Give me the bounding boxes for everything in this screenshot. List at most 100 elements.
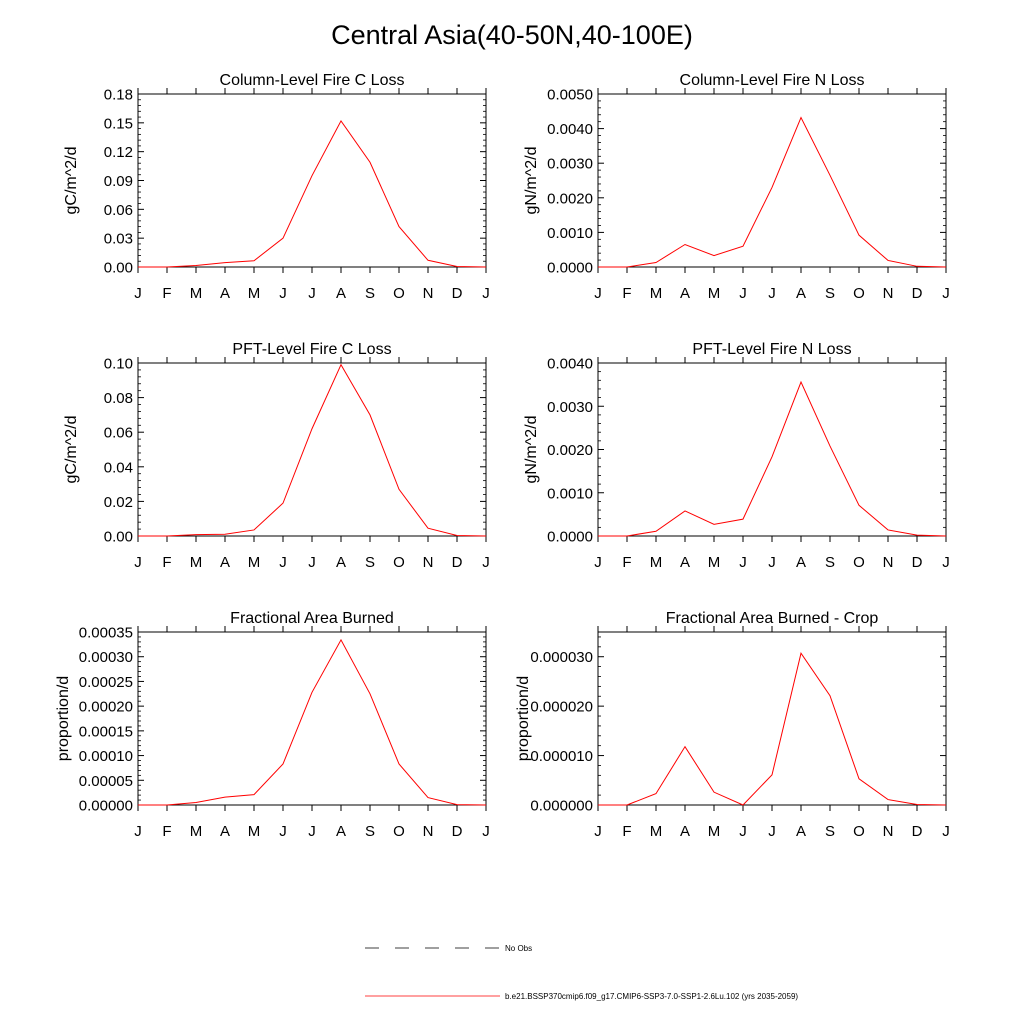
x-tick-label: D <box>912 554 923 571</box>
y-axis-label: gC/m^2/d <box>63 416 80 484</box>
y-tick-label: 0.00015 <box>79 723 133 740</box>
x-tick-label: A <box>220 285 230 302</box>
x-tick-label: J <box>768 554 776 571</box>
x-tick-label: J <box>942 285 950 302</box>
x-tick-label: A <box>336 823 346 840</box>
y-tick-label: 0.000030 <box>530 649 593 666</box>
y-tick-label: 0.18 <box>104 87 133 104</box>
x-tick-label: J <box>739 554 747 571</box>
chart-panel-1: Column-Level Fire C Loss gC/m^2/d 0.00 0.03… <box>52 68 504 320</box>
x-tick-label: N <box>423 823 434 840</box>
x-tick-label: J <box>308 554 316 571</box>
legend-label-no-obs: No Obs <box>505 944 532 953</box>
series-line <box>138 638 487 806</box>
x-tick-label: A <box>336 554 346 571</box>
x-tick-label: M <box>190 554 203 571</box>
x-tick-label: M <box>650 554 663 571</box>
chart-panel-3: PFT-Level Fire C Loss gC/m^2/d 0.00 0.02 0.0… <box>52 337 504 589</box>
x-tick-label: J <box>134 823 142 840</box>
x-tick-label: A <box>336 285 346 302</box>
plot-frame <box>137 362 487 537</box>
x-tick-label: J <box>482 285 490 302</box>
x-tick-label: J <box>739 285 747 302</box>
y-tick-label: 0.0030 <box>547 399 593 416</box>
x-tick-label: O <box>393 554 405 571</box>
y-tick-label: 0.02 <box>104 494 133 511</box>
page-title: Central Asia(40-50N,40-100E) <box>331 20 693 50</box>
x-tick-label: J <box>482 823 490 840</box>
y-tick-label: 0.00000 <box>79 798 133 815</box>
x-tick-label: M <box>248 554 261 571</box>
y-tick-label: 0.0000 <box>547 529 593 546</box>
x-tick-label: J <box>594 285 602 302</box>
x-tick-label: M <box>190 285 203 302</box>
chart-svg: Fractional Area Burned proportion/d 0.0000… <box>55 610 490 840</box>
y-axis-label: proportion/d <box>515 676 532 761</box>
chart-title: Column-Level Fire C Loss <box>220 72 405 89</box>
x-tick-label: S <box>825 554 835 571</box>
y-tick-label: 0.0050 <box>547 87 593 104</box>
x-tick-label: J <box>594 823 602 840</box>
y-tick-label: 0.03 <box>104 231 133 248</box>
x-tick-label: J <box>594 554 602 571</box>
y-tick-label: 0.12 <box>104 144 133 161</box>
x-tick-label: N <box>423 285 434 302</box>
legend-label-model: b.e21.BSSP370cmip6.f09_g17.CMIP6-SSP3-7.… <box>505 992 798 1001</box>
plot-frame <box>597 362 947 537</box>
chart-panel-5: Fractional Area Burned proportion/d 0.0000… <box>12 606 490 858</box>
x-tick-label: J <box>308 285 316 302</box>
x-tick-label: D <box>452 823 463 840</box>
x-tick-label: F <box>162 823 171 840</box>
chart-svg: Column-Level Fire C Loss gC/m^2/d 0.00 0.03… <box>63 72 490 302</box>
x-tick-label: M <box>190 823 203 840</box>
y-tick-label: 0.0010 <box>547 225 593 242</box>
y-tick-label: 0.000010 <box>530 748 593 765</box>
chart-panel-4: PFT-Level Fire N Loss gN/m^2/d 0.0000 0.001… <box>512 337 964 589</box>
x-tick-label: J <box>739 823 747 840</box>
x-tick-label: D <box>912 823 923 840</box>
x-tick-label: J <box>942 823 950 840</box>
x-tick-label: N <box>423 554 434 571</box>
plot-frame <box>137 93 487 268</box>
x-tick-label: M <box>708 554 721 571</box>
x-tick-label: S <box>825 823 835 840</box>
y-tick-label: 0.00035 <box>79 625 133 642</box>
y-tick-label: 0.0020 <box>547 190 593 207</box>
x-tick-label: F <box>622 823 631 840</box>
y-tick-label: 0.00 <box>104 260 133 277</box>
x-tick-label: S <box>365 554 375 571</box>
legend: No Obs b.e21.BSSP370cmip6.f09_g17.CMIP6-… <box>365 944 798 1001</box>
x-tick-label: J <box>134 554 142 571</box>
x-tick-label: J <box>279 554 287 571</box>
x-tick-label: O <box>393 285 405 302</box>
x-tick-label: A <box>796 823 806 840</box>
x-tick-label: M <box>650 823 663 840</box>
y-axis-label: proportion/d <box>55 676 72 761</box>
chart-svg: PFT-Level Fire N Loss gN/m^2/d 0.0000 0.001… <box>523 341 950 571</box>
series-line <box>138 119 487 268</box>
plot-frame <box>597 93 947 268</box>
x-tick-label: N <box>883 823 894 840</box>
x-tick-label: M <box>650 285 663 302</box>
y-tick-label: 0.0000 <box>547 260 593 277</box>
x-tick-label: N <box>883 554 894 571</box>
x-tick-label: J <box>942 554 950 571</box>
y-tick-label: 0.15 <box>104 115 133 132</box>
x-tick-label: S <box>825 285 835 302</box>
x-tick-label: F <box>162 285 171 302</box>
x-tick-label: F <box>622 285 631 302</box>
y-axis-label: gN/m^2/d <box>523 147 540 215</box>
x-tick-label: J <box>768 823 776 840</box>
x-tick-label: D <box>452 554 463 571</box>
x-tick-label: D <box>452 285 463 302</box>
x-tick-label: F <box>622 554 631 571</box>
y-axis-label: gN/m^2/d <box>523 416 540 484</box>
y-tick-label: 0.000020 <box>530 699 593 716</box>
y-tick-label: 0.04 <box>104 459 133 476</box>
y-tick-label: 0.00025 <box>79 674 133 691</box>
plot-frame <box>137 631 487 806</box>
chart-panel-2: Column-Level Fire N Loss gN/m^2/d 0.0000 0.… <box>512 68 964 320</box>
chart-svg: Column-Level Fire N Loss gN/m^2/d 0.0000 0.… <box>523 72 950 302</box>
y-tick-label: 0.0040 <box>547 121 593 138</box>
x-tick-label: A <box>220 554 230 571</box>
